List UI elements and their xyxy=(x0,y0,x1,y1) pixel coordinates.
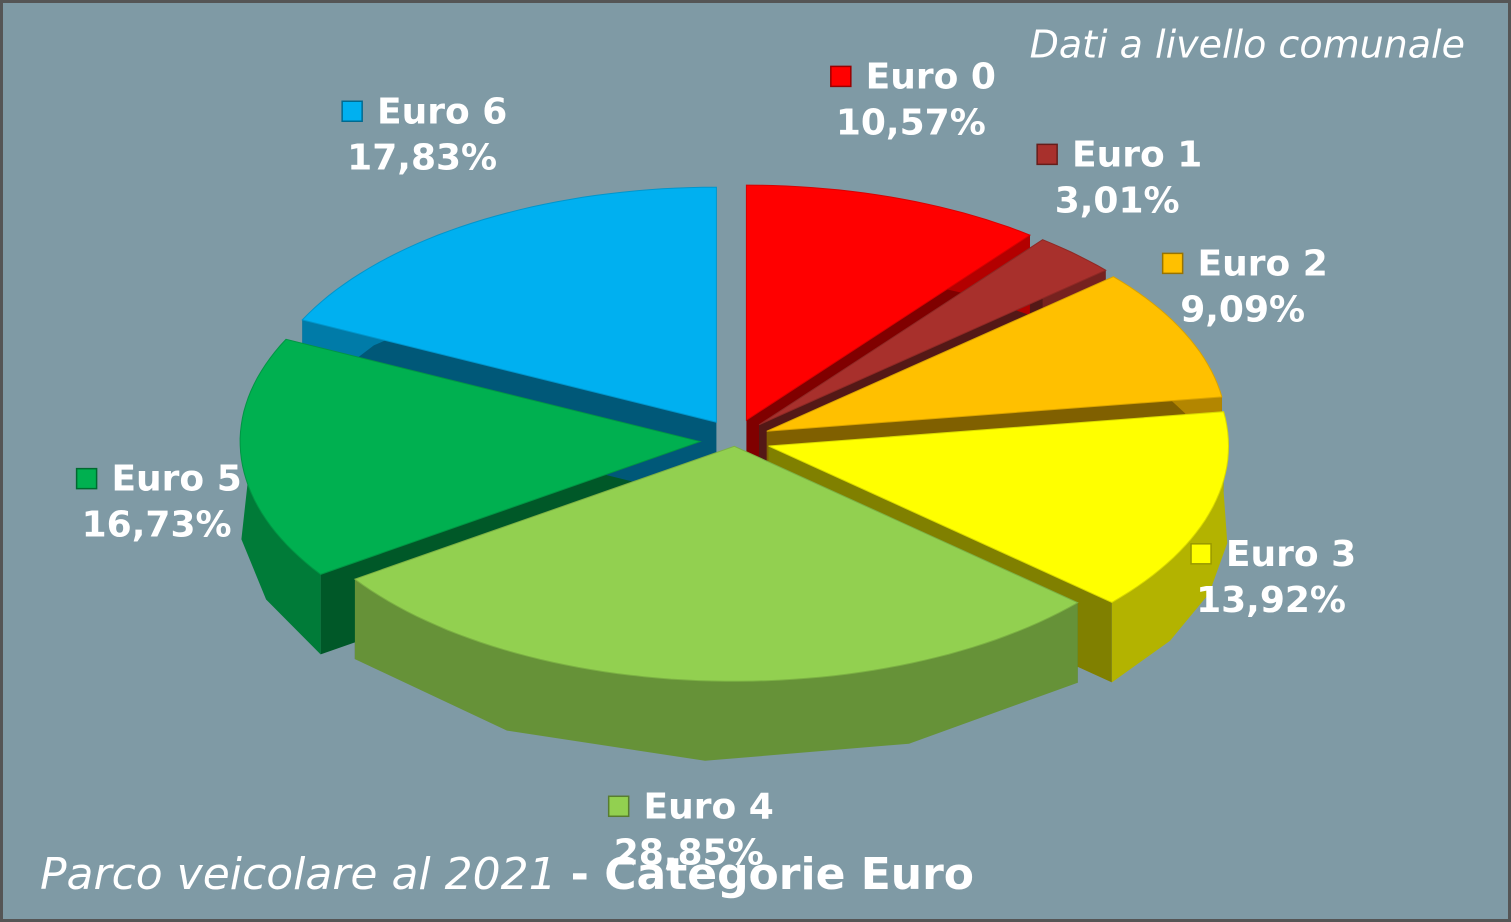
value-label: 28,85% xyxy=(614,832,764,873)
value-label: 10,57% xyxy=(836,102,986,143)
value-label: 17,83% xyxy=(347,137,497,178)
chart-title-emphasis: - Categorie Euro xyxy=(571,849,974,900)
chart-title-main: Parco veicolare al 2021 xyxy=(40,849,557,900)
slice xyxy=(301,186,717,423)
legend-marker xyxy=(341,100,363,123)
slice xyxy=(353,445,1079,682)
category-label: Euro 2 xyxy=(1197,243,1327,284)
slice-outer-wall xyxy=(1111,411,1229,683)
legend-marker xyxy=(830,65,852,88)
legend-marker xyxy=(607,795,630,818)
category-label: Euro 6 xyxy=(377,91,507,132)
chart-subtitle: Dati a livello comunale xyxy=(1030,23,1465,67)
chart-title: Parco veicolare al 2021 - Categorie Euro xyxy=(40,849,974,900)
slice xyxy=(758,239,1107,426)
slice xyxy=(766,276,1223,432)
legend-marker xyxy=(75,467,98,490)
value-label: 9,09% xyxy=(1180,289,1305,330)
value-label: 3,01% xyxy=(1055,180,1180,221)
legend-marker xyxy=(1036,143,1058,166)
slice-tops xyxy=(239,184,1230,682)
slice xyxy=(745,184,1031,422)
category-label: Euro 5 xyxy=(111,459,241,500)
category-label: Euro 1 xyxy=(1072,134,1202,175)
legend-marker xyxy=(1190,543,1212,565)
category-label: Euro 4 xyxy=(644,786,774,827)
value-label: 13,92% xyxy=(1196,580,1346,621)
legend-marker xyxy=(1161,252,1184,275)
slice xyxy=(239,338,702,575)
slice-outer-wall xyxy=(354,579,1078,761)
category-label: Euro 0 xyxy=(866,56,996,97)
value-label: 16,73% xyxy=(82,505,232,546)
category-label: Euro 3 xyxy=(1226,534,1356,575)
labels: Euro 0 10,57% Euro 1 3,01% Euro 2 9,09% Euro 3… xyxy=(75,56,1356,873)
slice xyxy=(768,411,1230,603)
